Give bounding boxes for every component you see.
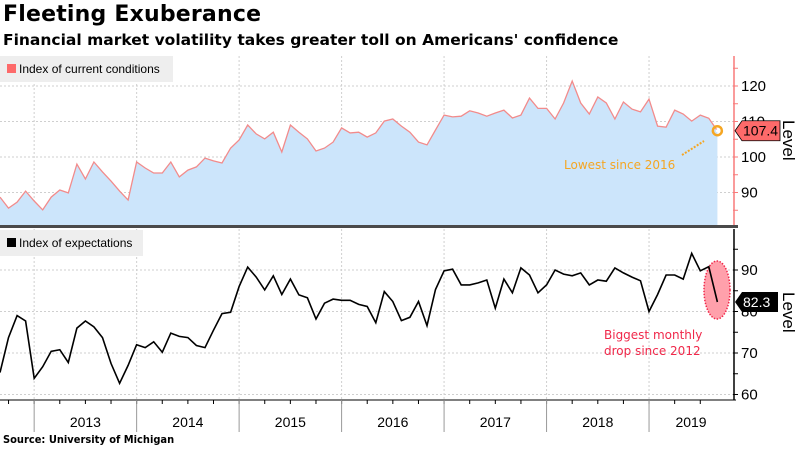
top-ytick-label-100: 100 — [741, 149, 766, 166]
current-conditions-value-tag — [734, 120, 781, 142]
last-point-marker — [711, 124, 724, 137]
current-conditions-legend-label: Index of current conditions — [19, 62, 160, 76]
current-conditions-legend-swatch — [7, 64, 16, 73]
bottom-gridlines — [0, 229, 733, 399]
x-tick-label-2016: 2016 — [377, 414, 408, 430]
expectations-value-tag — [735, 291, 778, 312]
bottom-y-axis-title: Level — [779, 292, 798, 333]
top-legend-box — [0, 56, 173, 82]
biggest-drop-annotation-line2: drop since 2012 — [604, 344, 701, 358]
current-conditions-line — [0, 79, 718, 211]
expectations-legend-label: Index of expectations — [19, 236, 132, 250]
biggest-drop-annotation-line1: Biggest monthly — [604, 328, 702, 342]
bottom-ytick-label-90: 90 — [741, 262, 758, 279]
top-ytick-label-120: 120 — [741, 78, 766, 95]
current-conditions-area — [0, 81, 718, 225]
x-tick-label-2018: 2018 — [582, 414, 613, 430]
top-ytick-label-90: 90 — [741, 185, 758, 202]
x-ticks — [8, 400, 701, 432]
lowest-since-2016-annotation: Lowest since 2016 — [564, 158, 675, 172]
x-tick-label-2015: 2015 — [275, 414, 306, 430]
current-conditions-value-label: 107.4 — [743, 123, 778, 139]
chart-subtitle: Financial market volatility takes greate… — [3, 31, 619, 49]
panel-divider — [0, 225, 738, 228]
expectations-legend-swatch — [7, 238, 16, 247]
x-tick-labels: 2013 2014 2015 2016 2017 2018 2019 — [70, 414, 707, 430]
x-tick-label-2019: 2019 — [675, 414, 706, 430]
chart-title: Fleeting Exuberance — [3, 2, 262, 27]
x-axis: 2013 2014 2015 2016 2017 2018 2019 — [0, 399, 736, 432]
x-tick-label-2014: 2014 — [172, 414, 203, 430]
biggest-drop-highlight — [703, 260, 731, 320]
bottom-ytick-label-60: 60 — [741, 387, 758, 404]
expectations-line — [0, 251, 719, 386]
source-note: Source: University of Michigan — [3, 433, 175, 446]
last-point-marker-center — [715, 129, 719, 133]
lowest-since-arrow — [681, 140, 705, 156]
current-conditions-panel: Index of current conditions 90100110120 … — [0, 56, 798, 228]
x-tick-label-2013: 2013 — [70, 414, 101, 430]
expectations-value-label: 82.3 — [743, 294, 770, 310]
top-y-axis-title: Level — [779, 120, 798, 161]
x-tick-label-2017: 2017 — [480, 414, 511, 430]
bottom-legend-box — [0, 230, 143, 256]
bottom-ytick-label-70: 70 — [741, 345, 758, 362]
